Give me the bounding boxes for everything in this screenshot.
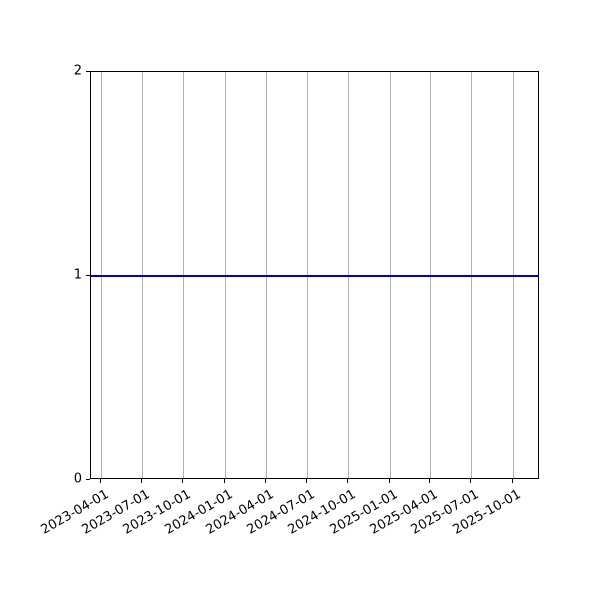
x-tick-mark bbox=[512, 479, 513, 483]
data-line-constant-line bbox=[91, 275, 538, 277]
x-tick-mark bbox=[265, 479, 266, 483]
x-tick-mark bbox=[141, 479, 142, 483]
x-tick-mark bbox=[429, 479, 430, 483]
y-tick-label: 0 bbox=[73, 471, 82, 487]
y-tick-mark bbox=[86, 275, 90, 276]
x-tick-mark bbox=[347, 479, 348, 483]
y-tick-mark bbox=[86, 479, 90, 480]
y-tick-mark bbox=[86, 71, 90, 72]
x-tick-mark bbox=[306, 479, 307, 483]
x-tick-mark bbox=[100, 479, 101, 483]
x-tick-mark bbox=[182, 479, 183, 483]
x-tick-mark bbox=[470, 479, 471, 483]
x-tick-mark bbox=[389, 479, 390, 483]
plot-area bbox=[90, 71, 539, 479]
y-tick-label: 2 bbox=[73, 63, 82, 79]
x-tick-mark bbox=[224, 479, 225, 483]
y-tick-label: 1 bbox=[73, 267, 82, 283]
